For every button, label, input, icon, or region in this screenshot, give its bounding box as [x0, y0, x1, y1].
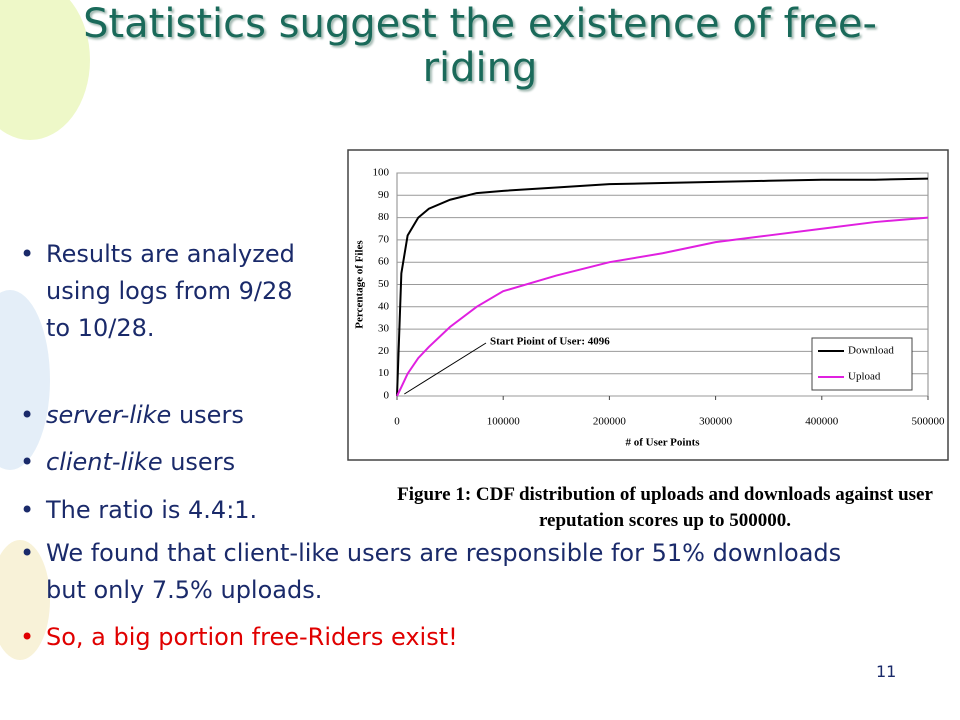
bullet: So, a big portion free-Riders exist! — [20, 619, 458, 656]
bullet: Results are analyzed using logs from 9/2… — [20, 236, 296, 347]
bullet: We found that client-like users are resp… — [20, 535, 886, 609]
figure-caption: Figure 1: CDF distribution of uploads an… — [397, 484, 933, 531]
balloon — [0, 0, 90, 140]
emphasis: server-like — [46, 401, 172, 429]
bullet-text: users — [178, 401, 244, 429]
emphasis: client-like — [46, 448, 163, 476]
page-number: 11 — [876, 662, 897, 681]
bullet: server-like users — [20, 397, 244, 434]
bullet-text: users — [170, 448, 236, 476]
bullet: The ratio is 4.4:1. — [20, 492, 257, 529]
slide-title: Statistics suggest the existence of free… — [83, 1, 877, 91]
bullet: client-like users — [20, 444, 235, 481]
